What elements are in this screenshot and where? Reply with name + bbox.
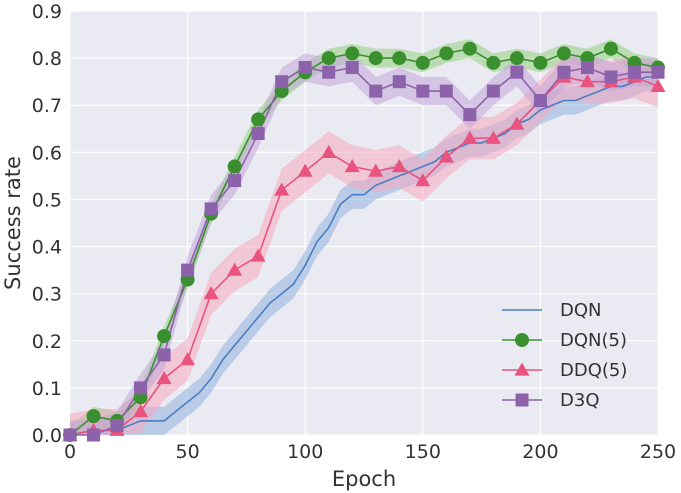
y-tick-label: 0.8 [32, 48, 62, 70]
point-d3q [63, 428, 77, 442]
y-tick-label: 0.5 [32, 189, 62, 211]
point-dqn5 [509, 51, 524, 66]
y-tick-label: 0.6 [32, 142, 62, 164]
point-dqn5 [157, 329, 172, 344]
point-dqn5 [462, 41, 477, 56]
y-tick-label: 0.9 [32, 1, 62, 23]
y-tick-label: 0.7 [32, 95, 62, 117]
legend: DQN DQN(5) DDQ(5) D3Q [502, 300, 627, 411]
point-dqn5 [368, 51, 383, 66]
point-ddq5 [509, 116, 525, 130]
band-d3q [70, 53, 658, 436]
point-d3q [134, 381, 148, 395]
point-d3q [87, 428, 101, 442]
point-dqn5 [251, 112, 266, 127]
point-ddq5 [368, 163, 384, 177]
x-axis-ticks: 0 50 100 150 200 250 [64, 441, 676, 463]
y-tick-label: 0.3 [32, 284, 62, 306]
point-d3q [369, 84, 383, 98]
y-axis-title: Success rate [1, 156, 25, 290]
point-d3q [486, 84, 500, 98]
point-ddq5 [391, 158, 407, 173]
legend-marker-dqn5 [515, 333, 529, 347]
point-ddq5 [250, 248, 266, 262]
point-ddq5 [133, 403, 149, 418]
y-tick-label: 0.1 [32, 378, 62, 400]
confidence-bands [70, 39, 658, 436]
point-d3q [157, 348, 171, 362]
y-tick-label: 0.4 [32, 237, 62, 259]
series-markers [62, 41, 666, 442]
y-tick-label: 0.0 [32, 425, 62, 447]
point-dqn5 [227, 159, 242, 174]
y-tick-label: 0.2 [32, 331, 62, 353]
legend-marker-d3q [515, 393, 529, 407]
point-ddq5 [415, 173, 431, 187]
point-d3q [627, 65, 641, 79]
point-dqn5 [439, 46, 454, 61]
legend-label-ddq5: DDQ(5) [560, 360, 627, 381]
point-dqn5 [86, 409, 101, 424]
point-d3q [557, 65, 571, 79]
point-ddq5 [180, 352, 196, 366]
point-ddq5 [321, 144, 337, 158]
x-tick-label: 0 [64, 441, 76, 463]
y-axis-ticks: 0.0 0.1 0.2 0.3 0.4 0.5 0.6 0.7 0.8 0.9 [32, 1, 62, 447]
point-dqn5 [533, 55, 548, 70]
x-tick-label: 100 [287, 441, 323, 463]
point-dqn5 [345, 46, 360, 61]
point-d3q [651, 65, 665, 79]
band-ddq5 [70, 55, 658, 436]
point-d3q [580, 61, 594, 75]
point-dqn5 [603, 41, 618, 56]
point-ddq5 [344, 158, 360, 173]
point-dqn5 [486, 55, 501, 70]
point-d3q [510, 65, 524, 79]
point-d3q [228, 174, 242, 188]
point-dqn5 [392, 51, 407, 66]
point-ddq5 [462, 130, 478, 144]
point-ddq5 [156, 370, 172, 385]
legend-label-dqn: DQN [560, 300, 602, 321]
point-d3q [298, 61, 312, 75]
point-d3q [463, 108, 477, 122]
point-d3q [392, 75, 406, 89]
x-tick-label: 200 [522, 441, 558, 463]
point-dqn5 [415, 55, 430, 70]
point-d3q [604, 70, 618, 84]
point-ddq5 [297, 163, 313, 177]
point-d3q [204, 202, 218, 216]
legend-label-dqn5: DQN(5) [560, 330, 627, 351]
point-dqn5 [321, 51, 336, 66]
point-ddq5 [438, 149, 454, 163]
point-ddq5 [485, 130, 501, 144]
legend-marker-ddq5 [514, 362, 530, 376]
point-d3q [322, 65, 336, 79]
x-tick-label: 150 [405, 441, 441, 463]
point-ddq5 [579, 74, 595, 88]
legend-label-d3q: D3Q [560, 390, 599, 411]
point-dqn5 [556, 46, 571, 61]
point-d3q [439, 84, 453, 98]
x-tick-label: 250 [640, 441, 676, 463]
point-d3q [275, 75, 289, 89]
point-d3q [345, 61, 359, 75]
point-ddq5 [650, 78, 666, 93]
point-ddq5 [274, 182, 290, 196]
point-d3q [416, 84, 430, 98]
point-ddq5 [203, 286, 219, 300]
line-dqn [69, 76, 658, 436]
x-axis-title: Epoch [332, 467, 396, 491]
point-d3q [533, 94, 547, 108]
point-d3q [251, 126, 265, 140]
x-tick-label: 50 [176, 441, 200, 463]
point-ddq5 [227, 262, 243, 276]
point-d3q [110, 419, 124, 433]
point-d3q [181, 263, 195, 277]
